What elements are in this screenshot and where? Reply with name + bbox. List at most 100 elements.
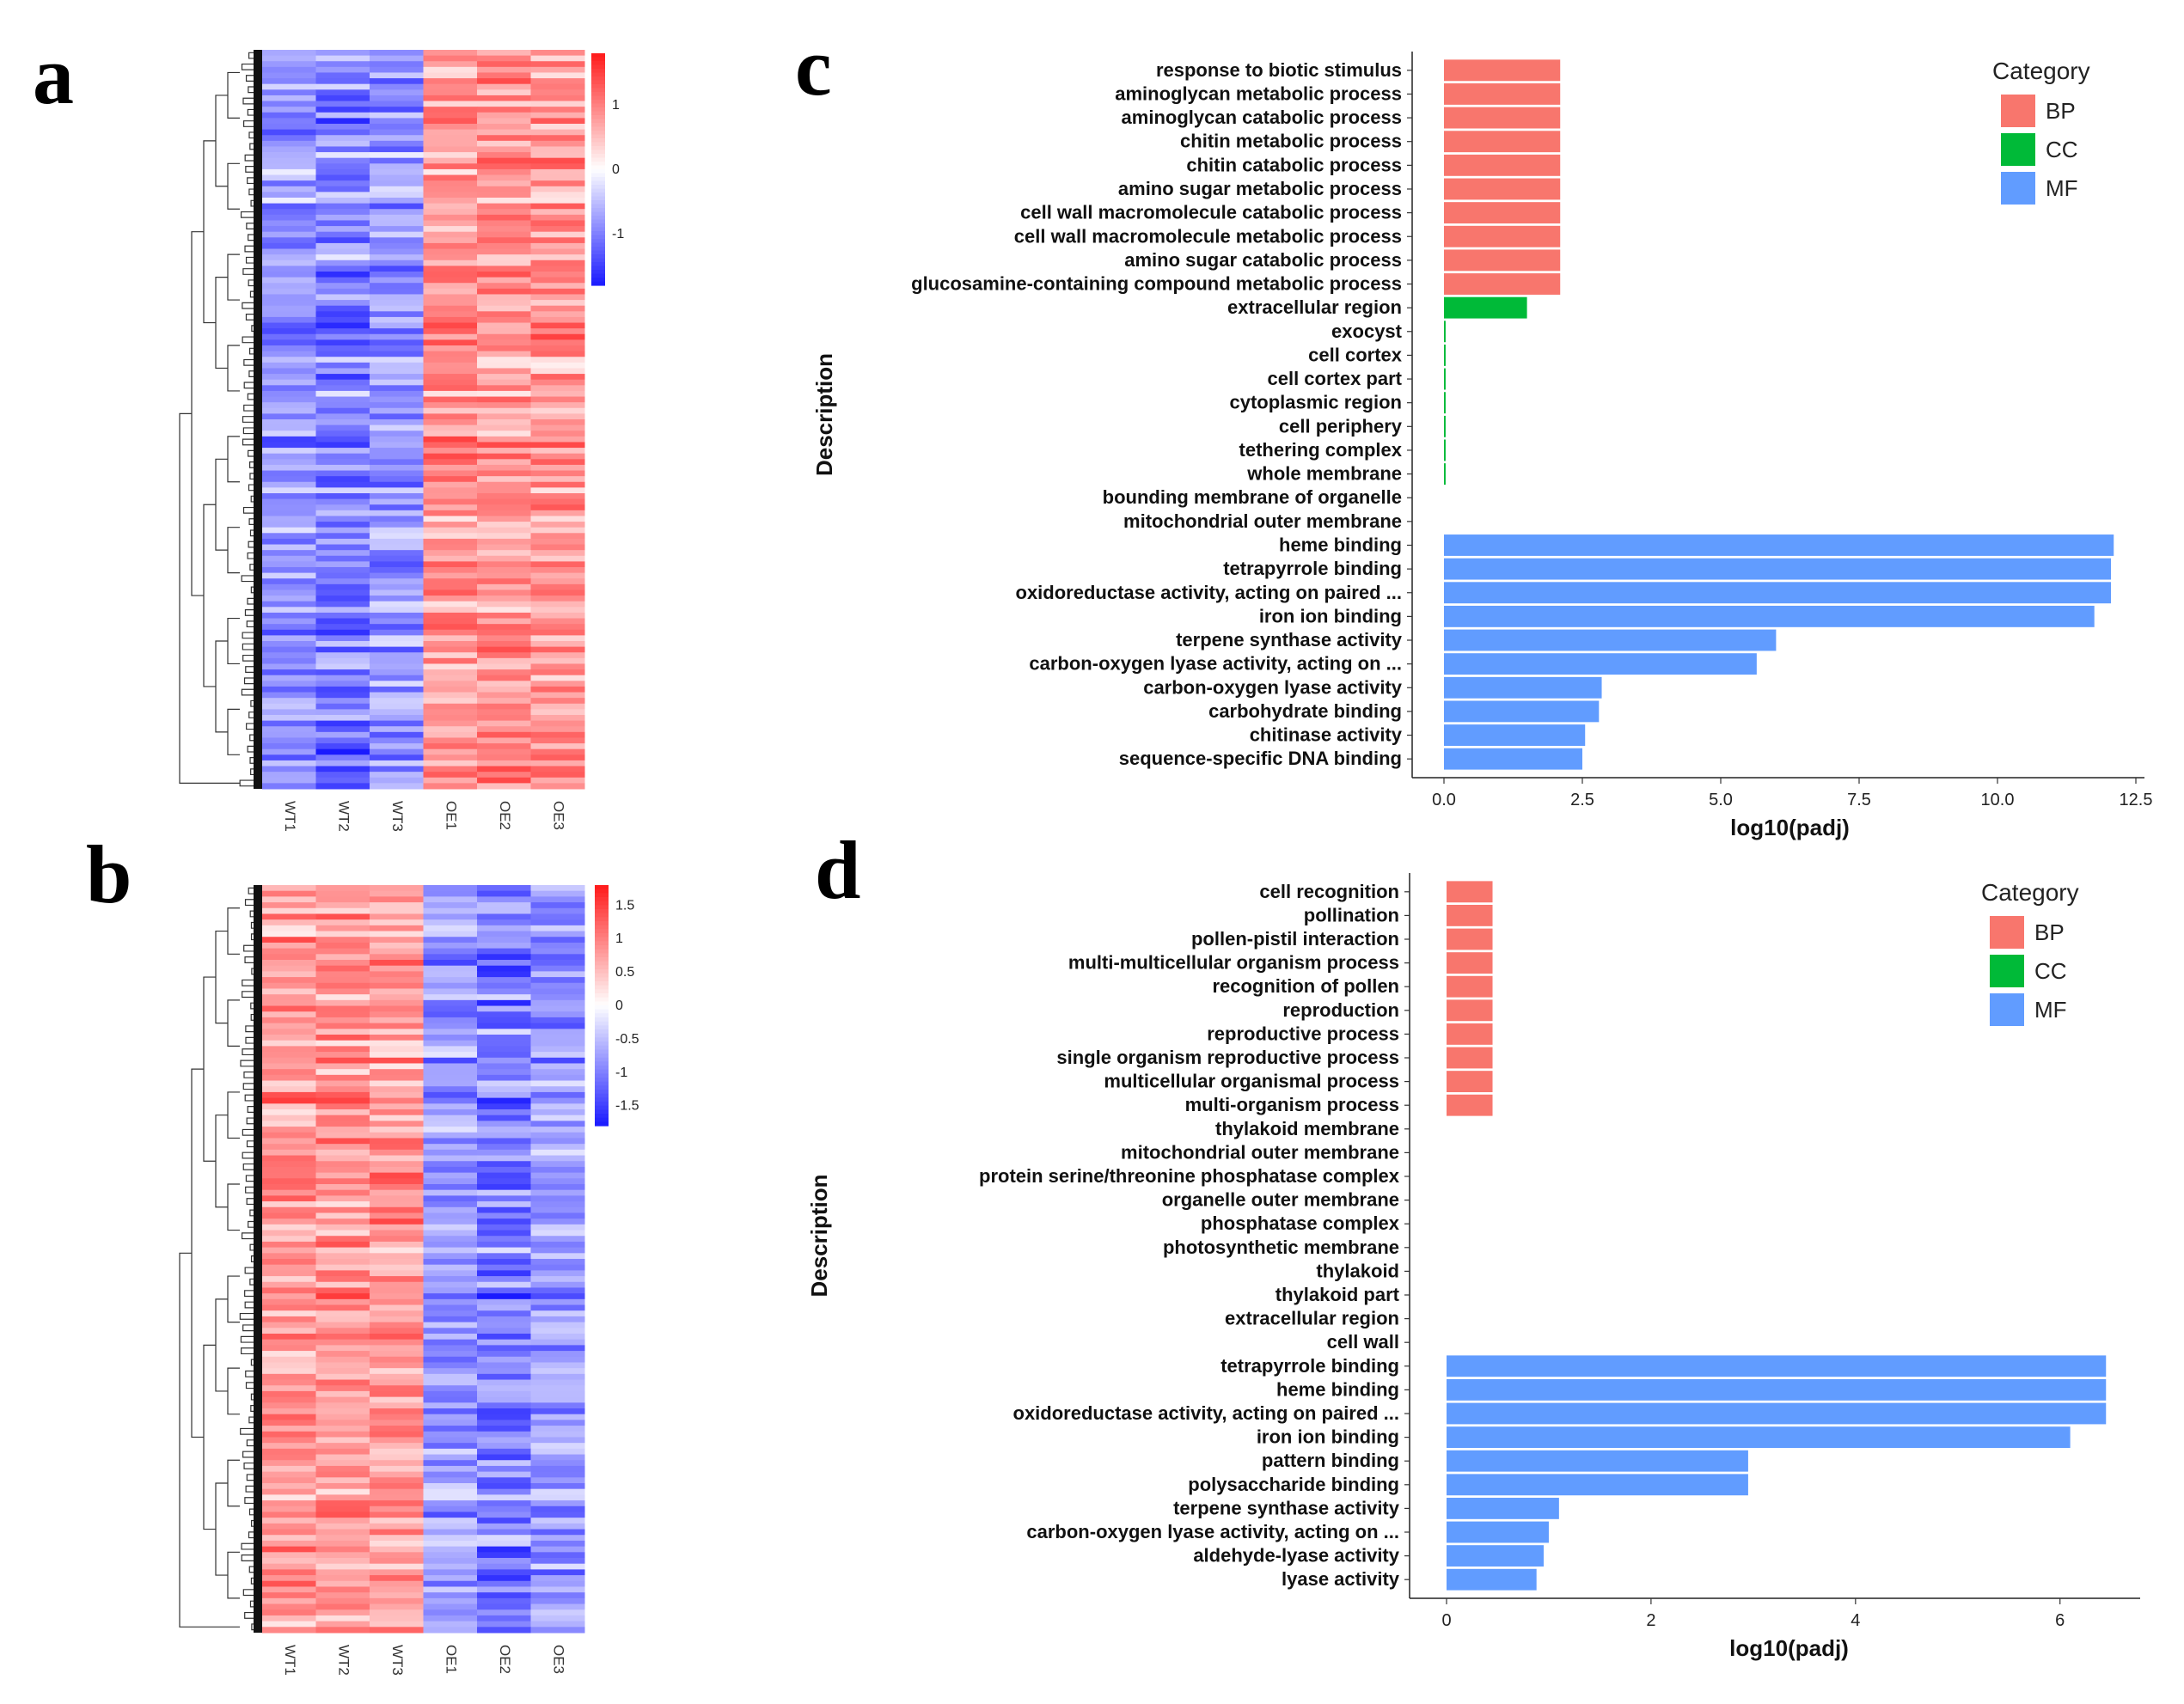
heatmap-cell: [262, 459, 316, 466]
heatmap-cell: [423, 1316, 478, 1323]
heatmap-cell: [477, 561, 531, 568]
heatmap-cell: [370, 1253, 424, 1260]
heatmap-cell: [423, 481, 478, 488]
legend-title: Category: [1992, 58, 2090, 84]
heatmap-cell: [262, 1615, 316, 1622]
heatmap-cell: [477, 1189, 531, 1196]
heatmap-cell: [370, 50, 424, 57]
sample-label-WT3: WT3: [389, 1645, 406, 1676]
heatmap-cell: [315, 237, 370, 244]
heatmap-cell: [530, 1029, 585, 1035]
heatmap-cell: [370, 1241, 424, 1249]
heatmap-cell: [530, 948, 585, 955]
heatmap-cell: [530, 140, 585, 147]
heatmap-cell: [262, 1471, 316, 1478]
heatmap-cell: [315, 555, 370, 562]
heatmap-cell: [477, 481, 531, 488]
row-label: amino sugar metabolic process: [1118, 178, 1402, 199]
heatmap-cell: [315, 1615, 370, 1622]
heatmap-cell: [477, 316, 531, 324]
heatmap-cell: [477, 1523, 531, 1530]
heatmap-cell: [477, 988, 531, 995]
color-scale-step: [591, 126, 605, 131]
heatmap-cell: [262, 368, 316, 375]
heatmap-cell: [423, 1460, 478, 1467]
heatmap-cell: [262, 1184, 316, 1191]
heatmap-cell: [370, 1247, 424, 1254]
heatmap-cell: [262, 748, 316, 755]
heatmap-cell: [370, 522, 424, 528]
heatmap-cell: [370, 78, 424, 85]
heatmap-cell: [315, 180, 370, 187]
heatmap-cell: [530, 960, 585, 967]
heatmap-cell: [370, 1621, 424, 1628]
heatmap-cell: [477, 328, 531, 335]
heatmap-cell: [370, 1477, 424, 1484]
heatmap-cell: [315, 333, 370, 340]
color-scale-step: [591, 169, 605, 174]
heatmap-cell: [315, 470, 370, 477]
heatmap-cell: [315, 1281, 370, 1288]
heatmap-cell: [423, 1206, 478, 1213]
heatmap-cell: [370, 118, 424, 125]
bar-BP: [1444, 202, 1561, 224]
heatmap-cell: [315, 78, 370, 85]
heatmap-cell: [262, 1402, 316, 1409]
heatmap-cell: [315, 124, 370, 131]
heatmap-cell: [530, 1615, 585, 1622]
heatmap-cell: [315, 1241, 370, 1249]
heatmap-cell: [530, 1373, 585, 1381]
row-label: mitochondrial outer membrane: [1121, 1141, 1399, 1163]
heatmap-cell: [370, 107, 424, 113]
heatmap-cell: [477, 1236, 531, 1243]
heatmap-cell: [530, 982, 585, 989]
heatmap-cell: [530, 379, 585, 386]
heatmap-cell: [477, 1483, 531, 1490]
heatmap-cell: [315, 550, 370, 557]
heatmap-cell: [530, 1236, 585, 1243]
heatmap-cell: [530, 481, 585, 488]
color-scale-step: [595, 1033, 609, 1038]
heatmap-cell: [423, 1402, 478, 1409]
heatmap-cell: [370, 1224, 424, 1231]
color-scale-step: [591, 196, 605, 201]
heatmap-cell: [423, 448, 478, 455]
heatmap-cell: [530, 731, 585, 738]
heatmap-cell: [477, 1086, 531, 1093]
heatmap-cell: [262, 305, 316, 312]
heatmap-cell: [370, 357, 424, 363]
heatmap-cell: [262, 1264, 316, 1271]
heatmap-cell: [477, 907, 531, 914]
heatmap-cell: [477, 89, 531, 96]
heatmap-cell: [530, 942, 585, 950]
heatmap-cell: [370, 476, 424, 483]
heatmap-cell: [262, 1310, 316, 1317]
heatmap-cell: [315, 316, 370, 324]
heatmap-cell: [262, 1253, 316, 1260]
heatmap-cell: [315, 624, 370, 631]
heatmap-cell: [315, 168, 370, 176]
heatmap-cell: [530, 913, 585, 920]
heatmap-cell: [370, 1356, 424, 1363]
bar-CC: [1444, 296, 1527, 319]
row-label: thylakoid membrane: [1215, 1118, 1399, 1139]
heatmap-cell: [262, 1328, 316, 1334]
heatmap-cell: [370, 368, 424, 375]
heatmap-cell: [477, 311, 531, 318]
heatmap-cell: [477, 1465, 531, 1473]
heatmap-cell: [423, 1390, 478, 1398]
heatmap-cell: [530, 1362, 585, 1369]
heatmap-cell: [370, 748, 424, 755]
color-scale-step: [591, 76, 605, 82]
heatmap-cell: [315, 629, 370, 636]
heatmap-cell: [262, 61, 316, 68]
heatmap-cell: [477, 760, 531, 767]
heatmap-cell: [477, 1592, 531, 1599]
heatmap-cell: [530, 890, 585, 897]
bar-MF: [1444, 676, 1602, 699]
heatmap-cell: [477, 209, 531, 216]
heatmap-cell: [477, 902, 531, 909]
heatmap-cell: [530, 385, 585, 392]
heatmap-cell: [530, 772, 585, 779]
heatmap-cell: [477, 124, 531, 131]
